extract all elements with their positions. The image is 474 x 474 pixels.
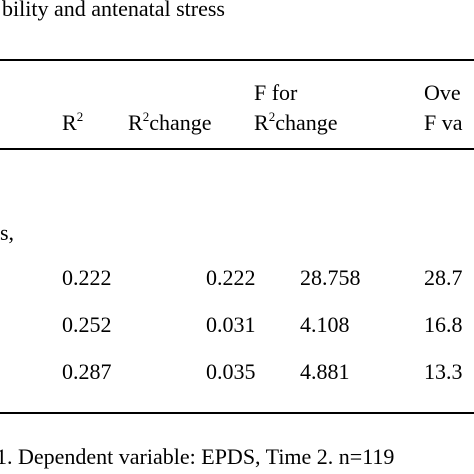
- cell-r2-change-row2: 0.031: [206, 312, 256, 337]
- header-rule: [0, 148, 474, 150]
- cell-r2-row1: 0.222: [62, 265, 112, 290]
- cell-r2-change-row1: 0.222: [206, 265, 256, 290]
- cell-r2-change-row3: 0.035: [206, 359, 256, 384]
- header-f-for: F for: [254, 80, 298, 105]
- cell-f-row3: 4.881: [300, 359, 350, 384]
- header-r2-change: R2change: [128, 109, 212, 135]
- bottom-rule: [0, 412, 474, 414]
- cell-r2-row2: 0.252: [62, 312, 112, 337]
- header-r2: R2: [62, 109, 84, 135]
- table-footnote: 1. Dependent variable: EPDS, Time 2. n=1…: [0, 444, 395, 469]
- block-label: s,: [0, 220, 15, 245]
- header-f-r2-change: R2change: [254, 109, 338, 135]
- cell-overall-row1: 28.7: [424, 265, 463, 290]
- cell-f-row2: 4.108: [300, 312, 350, 337]
- cell-overall-row2: 16.8: [424, 312, 463, 337]
- table-caption: bility and antenatal stress: [2, 0, 225, 21]
- top-rule: [0, 59, 474, 61]
- cell-r2-row3: 0.287: [62, 359, 112, 384]
- header-overall-f: F va: [424, 110, 463, 135]
- cell-f-row1: 28.758: [300, 265, 361, 290]
- cell-overall-row3: 13.3: [424, 359, 463, 384]
- header-overall: Ove: [424, 80, 461, 105]
